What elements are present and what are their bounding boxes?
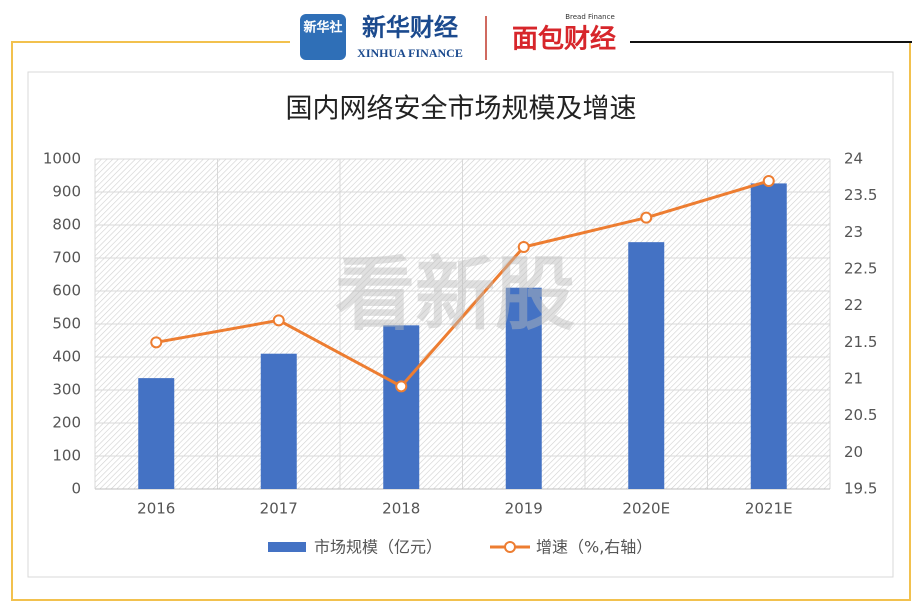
y-tick-label: 800 [52, 216, 81, 234]
legend-swatch [268, 542, 306, 552]
y2-tick-label: 21.5 [844, 333, 877, 351]
y-tick-label: 700 [52, 249, 81, 267]
x-tick-label: 2020E [622, 500, 670, 518]
line-marker [640, 211, 653, 224]
y2-tick-label: 22.5 [844, 260, 877, 278]
chart-title: 国内网络安全市场规模及增速 [286, 94, 637, 125]
y-tick-label: 600 [52, 282, 81, 300]
y2-tick-label: 21 [844, 370, 863, 388]
y-tick-label: 200 [52, 414, 81, 432]
logo-text: 新华社 [303, 20, 342, 36]
bar [260, 353, 297, 489]
y-tick-label: 500 [52, 315, 81, 333]
logo-icon [300, 14, 346, 60]
x-tick-label: 2019 [505, 500, 543, 518]
bar [750, 183, 787, 490]
x-tick-label: 2018 [382, 500, 420, 518]
y2-tick-label: 20 [844, 443, 863, 461]
partner: 面包财经 [512, 24, 616, 55]
y2-tick-label: 22 [844, 296, 863, 314]
brand-en: XINHUA FINANCE [357, 46, 463, 60]
y-tick-label: 1000 [43, 150, 81, 168]
line-marker [762, 175, 775, 187]
x-tick-label: 2017 [260, 500, 298, 518]
line [155, 179, 770, 389]
line-marker [395, 380, 408, 393]
y2-tick-label: 23 [844, 223, 863, 241]
y-tick-label: 0 [71, 480, 81, 498]
y-tick-label: 100 [52, 447, 81, 465]
y-tick-label: 900 [52, 183, 81, 201]
bar [628, 242, 665, 489]
y-tick-label: 400 [52, 348, 81, 366]
y2-tick-label: 23.5 [844, 186, 877, 204]
legend-label: 增速（%,右轴） [536, 538, 652, 557]
y2-tick-label: 20.5 [844, 406, 877, 424]
x-tick-label: 2021E [745, 500, 793, 518]
line-marker [272, 314, 285, 327]
bar [505, 287, 542, 489]
bar [383, 325, 420, 489]
y2-tick-label: 19.5 [844, 480, 877, 498]
brand: 新华财经 [362, 14, 458, 42]
y-tick-label: 300 [52, 381, 81, 399]
y2-tick-label: 24 [844, 150, 863, 168]
watermark: 看新股 [335, 248, 575, 341]
legend-marker [504, 541, 516, 553]
line-marker [517, 241, 530, 253]
legend-label: 市场规模（亿元） [314, 538, 442, 557]
x-tick-label: 2016 [137, 500, 175, 518]
partner-en: Bread Finance [565, 13, 615, 21]
line-marker [150, 336, 163, 349]
header-bg [290, 8, 630, 66]
bar [138, 378, 175, 489]
